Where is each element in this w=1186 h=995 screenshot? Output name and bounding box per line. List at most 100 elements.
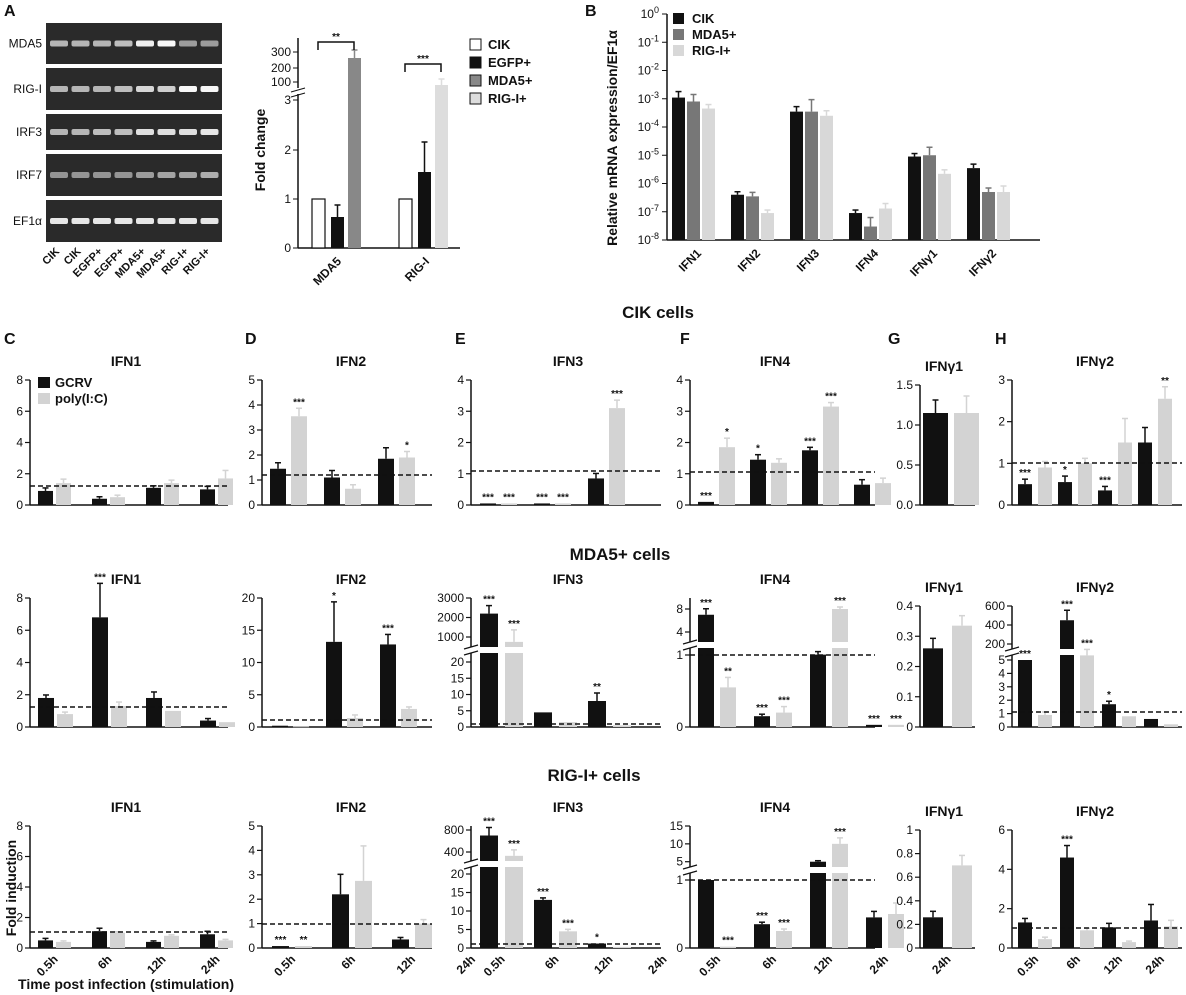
axis-break-gap bbox=[682, 867, 698, 873]
bar bbox=[110, 497, 125, 505]
panel-title: IFN3 bbox=[553, 571, 584, 587]
bar bbox=[923, 155, 936, 240]
y-tick-label: 3 bbox=[248, 423, 255, 437]
bar bbox=[38, 940, 53, 948]
x-tick-label: 12h bbox=[1101, 952, 1126, 977]
panel-letter-e: E bbox=[455, 331, 466, 348]
bar bbox=[613, 946, 631, 948]
x-tick-label: IFN4 bbox=[853, 246, 882, 275]
bar bbox=[875, 483, 891, 505]
gel-row-label: IRF7 bbox=[16, 168, 42, 182]
y-tick-label: 5 bbox=[457, 923, 464, 937]
y-tick-label: 2 bbox=[284, 143, 291, 157]
y-tick-label: 10 bbox=[451, 688, 465, 702]
x-tick-label: IFNγ1 bbox=[907, 246, 940, 279]
significance-label: *** bbox=[483, 817, 495, 828]
significance-label: * bbox=[1107, 690, 1111, 701]
significance-label: *** bbox=[557, 492, 569, 503]
y-tick-label: 2 bbox=[457, 436, 464, 450]
bar-break-gap bbox=[504, 861, 524, 867]
legend-swatch bbox=[673, 29, 684, 40]
legend-swatch bbox=[469, 38, 482, 51]
x-tick-label: 24h bbox=[454, 952, 479, 977]
significance-label: *** bbox=[804, 436, 816, 447]
bar bbox=[698, 880, 714, 948]
y-tick-label: 1 bbox=[676, 873, 683, 887]
y-tick-label: 0.8 bbox=[896, 847, 913, 861]
gel-band bbox=[136, 218, 154, 224]
bar bbox=[1158, 398, 1172, 505]
bar bbox=[480, 503, 496, 505]
panel-title: IFN2 bbox=[336, 799, 367, 815]
y-tick-label: 0 bbox=[998, 720, 1005, 734]
significance-label: *** bbox=[756, 703, 768, 714]
bar bbox=[56, 483, 71, 505]
y-tick-label: 0 bbox=[676, 941, 683, 955]
bar bbox=[802, 450, 818, 505]
panel-title: IFNγ2 bbox=[1076, 579, 1114, 595]
fold-induction-axis-label: Fold induction bbox=[3, 840, 19, 936]
x-tick-label: 12h bbox=[811, 952, 836, 977]
gel-band bbox=[50, 218, 68, 224]
y-tick-label: 2 bbox=[248, 892, 255, 906]
panel-title: IFN2 bbox=[336, 353, 367, 369]
gel-band bbox=[200, 172, 219, 178]
significance-label: *** bbox=[1061, 599, 1073, 610]
legend-swatch bbox=[469, 74, 482, 87]
significance-label: *** bbox=[1019, 468, 1031, 479]
y-tick-label: 3 bbox=[284, 93, 291, 107]
x-tick-label: 0.5h bbox=[271, 952, 298, 979]
y-tick-label: 0.5 bbox=[896, 458, 913, 472]
gel-band bbox=[50, 86, 68, 92]
x-tick-label: 24h bbox=[867, 952, 892, 977]
axis-break-mark bbox=[1004, 652, 1020, 658]
significance-label: *** bbox=[756, 911, 768, 922]
bar bbox=[272, 725, 288, 727]
axis-break-gap bbox=[1004, 649, 1020, 655]
panel-title: IFN1 bbox=[111, 571, 142, 587]
bar bbox=[761, 213, 774, 240]
y-tick-label: 800 bbox=[444, 823, 464, 837]
bar bbox=[888, 724, 904, 727]
significance-label: *** bbox=[1019, 649, 1031, 660]
bar bbox=[866, 917, 882, 948]
panel-letter-c: C bbox=[4, 331, 16, 348]
bar bbox=[326, 641, 342, 727]
gel-band bbox=[157, 129, 176, 135]
bar bbox=[57, 714, 73, 727]
axis-break-mark bbox=[682, 639, 698, 645]
significance-label: *** bbox=[536, 492, 548, 503]
significance-label: ** bbox=[593, 682, 601, 693]
y-tick-label: 1000 bbox=[437, 630, 464, 644]
axis-break-mark bbox=[1004, 646, 1020, 652]
y-tick-label: 1 bbox=[998, 456, 1005, 470]
bar bbox=[731, 194, 744, 240]
gel-band bbox=[157, 218, 176, 224]
legend-label: RIG-I+ bbox=[488, 91, 527, 106]
axis-break-mark bbox=[463, 858, 479, 864]
bar bbox=[146, 697, 162, 727]
gel-band bbox=[136, 40, 154, 47]
x-tick-label: IFNγ2 bbox=[966, 246, 999, 279]
bar bbox=[415, 923, 432, 948]
axis-break-mark bbox=[682, 870, 698, 876]
y-tick-label: 2 bbox=[16, 467, 23, 481]
y-tick-label: 4 bbox=[998, 862, 1005, 876]
axis-break-gap bbox=[463, 861, 479, 867]
axis-break-mark bbox=[682, 864, 698, 870]
bar bbox=[832, 843, 848, 948]
gel-band bbox=[93, 172, 111, 178]
gel-row-label: MDA5 bbox=[9, 37, 43, 51]
bar bbox=[146, 487, 161, 505]
bar-break-gap bbox=[504, 647, 524, 653]
y-tick-label: 1.0 bbox=[896, 418, 913, 432]
significance-label: *** bbox=[537, 887, 549, 898]
y-tick-label: 4 bbox=[248, 843, 255, 857]
bar bbox=[505, 855, 523, 948]
bar bbox=[92, 617, 108, 727]
bar bbox=[609, 408, 625, 505]
